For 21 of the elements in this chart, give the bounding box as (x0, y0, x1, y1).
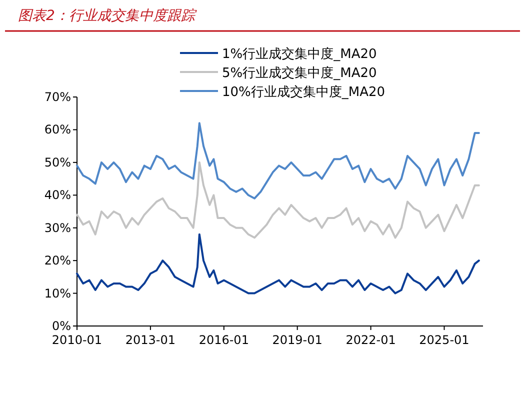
legend-label: 1%行业成交集中度_MA20 (222, 46, 377, 62)
legend-label: 10%行业成交集中度_MA20 (222, 84, 386, 100)
line-series (76, 233, 480, 294)
x-tick-label: 2010-01 (52, 333, 102, 347)
y-tick-label: 30% (44, 220, 71, 235)
y-tick-label: 60% (44, 122, 71, 137)
y-tick-label: 40% (44, 188, 71, 202)
legend-label: 5%行业成交集中度_MA20 (222, 65, 377, 81)
y-tick-label: 10% (44, 286, 71, 300)
y-tick-label: 70% (44, 90, 71, 104)
line-series (76, 161, 480, 239)
line-series (76, 122, 480, 200)
y-tick-label: 50% (44, 155, 71, 170)
x-tick-label: 2019-01 (272, 333, 322, 347)
y-tick-label: 20% (44, 254, 71, 268)
chart-title: 图表2：行业成交集中度跟踪 (18, 8, 197, 24)
x-tick-label: 2025-01 (419, 333, 470, 347)
x-tick-label: 2016-01 (198, 333, 249, 347)
x-tick-label: 2022-01 (346, 333, 396, 347)
x-tick-label: 2013-01 (125, 333, 176, 347)
y-tick-label: 0% (52, 319, 71, 333)
